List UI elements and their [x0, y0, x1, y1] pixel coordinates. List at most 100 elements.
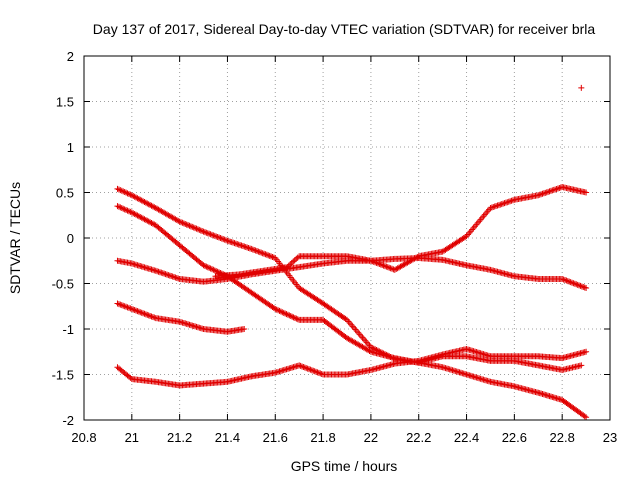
- data-point: [570, 280, 577, 287]
- data-point: [128, 305, 135, 312]
- data-point: [283, 311, 290, 318]
- data-point: [583, 414, 590, 421]
- data-point: [130, 306, 137, 313]
- data-point: [569, 279, 576, 286]
- data-point: [300, 364, 307, 371]
- data-point: [186, 222, 193, 229]
- data-point: [381, 263, 388, 270]
- data-point: [249, 246, 256, 253]
- data-point: [207, 265, 214, 272]
- data-point: [298, 363, 305, 370]
- data-point: [290, 314, 297, 321]
- data-point: [386, 264, 393, 271]
- x-tick-label: 21.2: [167, 430, 192, 445]
- data-point: [210, 232, 217, 239]
- y-tick-label: -1.5: [52, 368, 74, 383]
- data-point: [114, 203, 121, 210]
- data-point: [140, 310, 147, 317]
- gridlines: [84, 56, 610, 420]
- data-point: [197, 227, 204, 234]
- data-point: [287, 313, 294, 320]
- data-point: [183, 221, 190, 228]
- data-point: [175, 217, 182, 224]
- data-point: [135, 195, 142, 202]
- x-tick-label: 22.6: [502, 430, 527, 445]
- data-point: [273, 306, 280, 313]
- data-point: [294, 254, 301, 261]
- data-point: [124, 304, 131, 311]
- data-point: [294, 316, 301, 323]
- data-point: [131, 307, 138, 314]
- data-point: [210, 266, 217, 273]
- data-point: [564, 278, 571, 285]
- data-point: [287, 261, 294, 268]
- data-point: [306, 366, 313, 373]
- data-point: [138, 214, 145, 221]
- data-point: [120, 188, 127, 195]
- data-point: [149, 203, 156, 210]
- plot-border: [83, 55, 611, 421]
- data-point: [303, 365, 310, 372]
- data-point: [266, 252, 273, 259]
- data-point: [141, 310, 148, 317]
- data-point: [133, 211, 140, 218]
- data-point: [134, 212, 141, 219]
- data-point: [145, 218, 152, 225]
- data-point: [118, 187, 125, 194]
- data-point: [204, 264, 211, 271]
- data-point: [301, 364, 308, 371]
- data-point: [297, 362, 304, 369]
- data-point: [571, 280, 578, 287]
- data-point: [121, 189, 128, 196]
- data-point: [211, 232, 218, 239]
- data-point: [560, 276, 567, 283]
- data-point: [218, 235, 225, 242]
- y-tick-labels: -2 -1.5 -1 -0.5 0 0.5 1 1.5 2: [52, 49, 74, 428]
- data-point: [144, 200, 151, 207]
- data-point: [253, 248, 260, 255]
- data-point: [577, 282, 584, 289]
- data-point: [200, 228, 207, 235]
- data-point: [255, 248, 262, 255]
- data-point: [583, 189, 590, 196]
- data-point: [134, 308, 141, 315]
- y-tick-label: 0: [67, 231, 74, 246]
- data-point: [566, 278, 573, 285]
- data-point: [204, 230, 211, 237]
- data-point: [117, 187, 124, 194]
- data-point: [248, 245, 255, 252]
- data-point: [578, 283, 585, 290]
- data-point: [117, 301, 124, 308]
- data-point: [256, 249, 263, 256]
- data-point: [583, 348, 590, 355]
- data-point: [151, 314, 158, 321]
- data-point: [290, 258, 297, 265]
- data-point: [179, 219, 186, 226]
- y-tick-label: 2: [67, 49, 74, 64]
- data-point: [296, 362, 303, 369]
- y-tick-label: 1.5: [56, 95, 74, 110]
- data-point: [214, 233, 221, 240]
- data-point: [123, 206, 130, 213]
- data-point: [148, 220, 155, 227]
- data-point: [194, 226, 201, 233]
- data-point: [123, 303, 130, 310]
- y-tick-label: -1: [62, 322, 74, 337]
- data-point: [147, 219, 154, 226]
- data-point: [221, 236, 228, 243]
- data-point: [307, 366, 314, 373]
- data-point: [265, 252, 272, 259]
- chart-title: Day 137 of 2017, Sidereal Day-to-day VTE…: [93, 21, 596, 37]
- data-point: [384, 264, 391, 271]
- data-point: [304, 365, 311, 372]
- data-points: [114, 84, 590, 421]
- data-point: [259, 250, 266, 257]
- data-point: [128, 192, 135, 199]
- data-point: [578, 362, 585, 369]
- data-point: [208, 266, 215, 273]
- y-tick-label: -2: [62, 413, 74, 428]
- data-point: [258, 249, 265, 256]
- data-point: [135, 213, 142, 220]
- data-point: [261, 250, 268, 257]
